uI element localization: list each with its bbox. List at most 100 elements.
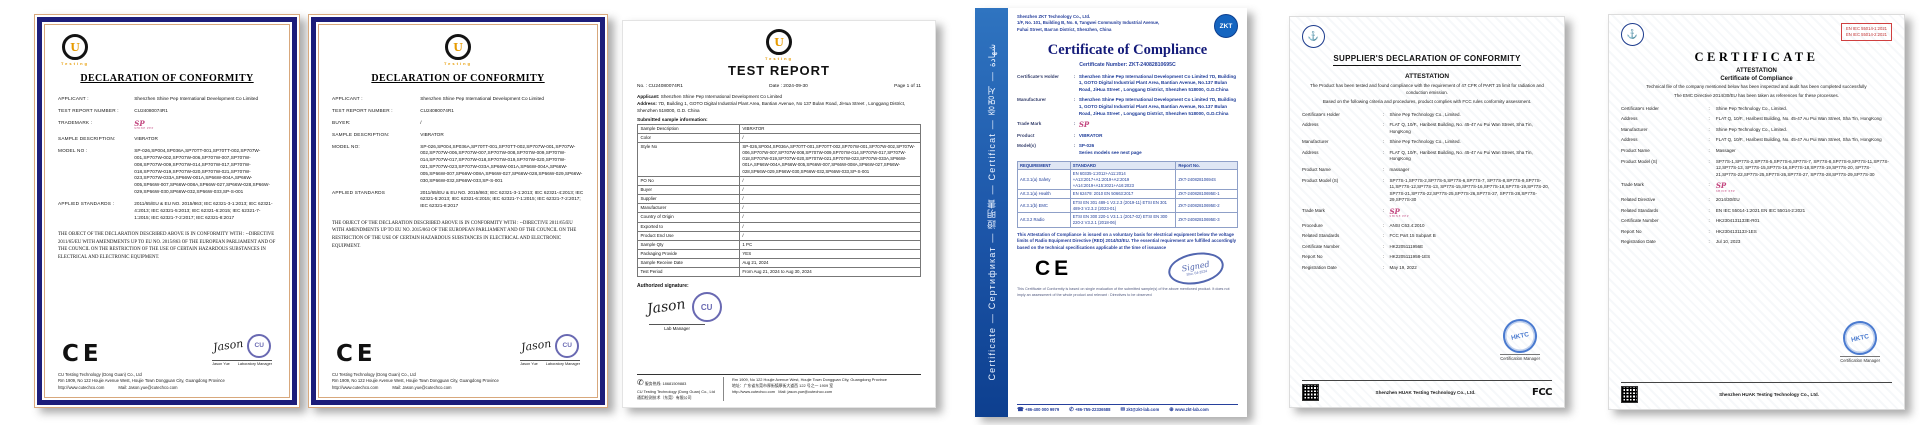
cert1-conformity-statement: THE OBJECT OF THE DECLARATION DESCRIBED …: [58, 232, 276, 261]
cert5-title: SUPPLIER'S DECLARATION OF CONFORMITY: [1333, 54, 1521, 66]
cert6-field-certificate-number: Certificate Number: HK2304131133E-R01: [1621, 218, 1760, 224]
cu-testing-logo-icon: U Testing: [762, 29, 796, 61]
cu-round-stamp-icon: CU: [247, 333, 272, 358]
ce-mark: CE: [336, 341, 377, 368]
cert3-sample-info-table: Sample Description VIBRATOR Color / Style …: [637, 123, 922, 278]
cert2-field-sample-description: SAMPLE DESCRIPTION: VIBRATOR: [332, 131, 444, 137]
table-row: Test Period From Aug 21, 2024 to Aug 30, …: [637, 267, 922, 278]
certificate-2-declaration-of-conformity: U Testing DECLARATION OF CONFORMITY APPL…: [308, 14, 608, 408]
cert3-footer-company-cn: 通用检测技术（东莞）有限公司: [637, 395, 692, 401]
cert2-field-buyer: BUYER: /: [332, 119, 422, 125]
cert5-paragraph-2: Based on the following criteria and proc…: [1322, 98, 1532, 104]
table-row: Sample Qty 1 PC: [637, 239, 922, 251]
cert5-field-product-name: Product Name: massager: [1302, 167, 1410, 172]
table-row: Style No SP-026,SP004,SP036A,SP70TT-001,S…: [637, 141, 922, 177]
cert2-title: DECLARATION OF CONFORMITY: [371, 73, 545, 84]
cert4-field-models: Model(s): SP-026 Series models see next …: [1017, 143, 1142, 156]
cert1-footer-web: http://www.cutechco.com: [58, 384, 105, 390]
multilingual-certificate-sidebar: Certificate — Сертификат — 證明書 — Certifi…: [975, 8, 1008, 417]
cu-round-stamp-icon: CU: [691, 292, 722, 323]
cert6-standards-box: EN IEC 55014-1:2021 EN IEC 55014-2:2021: [1841, 23, 1892, 41]
cert1-outer-frame: U Testing DECLARATION OF CONFORMITY APPL…: [34, 14, 300, 408]
cert2-field-applied-standards: APPLIED STANDARDS 2011/65/EU & EU NO. 20…: [332, 189, 584, 209]
hktc-round-stamp-icon: HKTC: [1499, 315, 1541, 357]
ce-mark: CE: [62, 341, 103, 368]
anchor-icon: ⚓: [1307, 31, 1320, 41]
qr-code-icon: [1621, 386, 1638, 403]
cu-logo-ring-icon: U: [62, 34, 88, 60]
cu-testing-logo-icon: U Testing: [441, 34, 475, 66]
cert6-title: CERTIFICATE: [1694, 50, 1819, 64]
cert3-address-line: Address: 7D, Building 1, GOTO Digital In…: [637, 100, 906, 113]
cert2-field-model-no: MODEL NO: SP-026,SP004,SP036A,SP70TT-001…: [332, 143, 583, 183]
cert3-hotline: 服务热线: 18681509883: [644, 381, 687, 387]
cert6-field-holder: Certificate's Holder: Shine Pep Technolo…: [1621, 105, 1788, 111]
cert3-footer-address-en: Rm 1909, No 122 Houjie Avenue West, Houj…: [731, 377, 887, 383]
cert5-field-address-2: Address: FLAT Q, 10/F., Haribest Buildin…: [1302, 149, 1533, 162]
table-header-row: REQUIREMENT STANDARD Report No.: [1017, 160, 1238, 171]
cert5-certification-manager-label: Certification Manager: [1500, 354, 1540, 361]
cert3-footer-left: ✆ 服务热线: 18681509883 CU Testing Technolog…: [637, 377, 715, 401]
signature-jason: Jason: [646, 296, 687, 319]
cert2-footer-web: http://www.cutechco.com: [332, 384, 379, 390]
cert4-title: Certificate of Compliance: [1047, 42, 1208, 58]
cert2-footer: CU Testing Technology (Dong Guan) Co., L…: [332, 372, 584, 391]
cert2-outer-frame: U Testing DECLARATION OF CONFORMITY APPL…: [308, 14, 608, 408]
cert2-footer-company: CU Testing Technology (Dong Guan) Co., L…: [332, 372, 416, 378]
cert3-applicant-line: Applicant: Shenzhen Shine Pep Internatio…: [637, 94, 783, 99]
table-row: Product End Use /: [637, 230, 922, 241]
cert6-field-product-models: Product Model (S): SP77S-1,SP77S-2,SP77S…: [1621, 158, 1889, 177]
cert5-field-related-standards: Related Standards: FCC Part 15 Subpart B: [1302, 233, 1436, 239]
cert6-field-address-1: Address: FLAT Q, 10/F., Haribest Buildin…: [1621, 116, 1882, 122]
cert5-field-product-models: Product Model (S): SP77S-1,SP77S-2,SP77S…: [1302, 177, 1550, 203]
cert3-footer-mail: Mail: jason.yue@cutechco.com: [778, 389, 833, 394]
cert5-field-holder: Certificate's Holder: Shine Pep Technolo…: [1302, 111, 1461, 117]
fax-icon: ✆: [1069, 407, 1074, 413]
cert5-footer-company: Shenzhen HUAK Testing Technology Co., Lt…: [1375, 390, 1476, 395]
cert1-title: DECLARATION OF CONFORMITY: [80, 73, 254, 84]
cert6-field-related-standards: Related Standards: EN IEC 55014-1:2021 E…: [1621, 207, 1806, 213]
ce-mark: CE: [1035, 256, 1073, 280]
signature-jason: Jason: [520, 337, 552, 355]
certificate-1-declaration-of-conformity: U Testing DECLARATION OF CONFORMITY APPL…: [34, 14, 300, 408]
cu-logo-caption: Testing: [765, 56, 793, 61]
cert1-navy-frame: U Testing DECLARATION OF CONFORMITY APPL…: [37, 17, 297, 405]
cert6-field-related-directive: Related Directive: 2014/30/EU: [1621, 197, 1740, 203]
cert2-signer-title: Laboratory Manager: [545, 362, 580, 367]
mail-icon: ✉: [1120, 407, 1126, 413]
cu-testing-logo-icon: U Testing: [58, 34, 92, 66]
cert6-field-manufacturer: Manufacturer: Shine Pep Technology Co., …: [1621, 126, 1788, 132]
cert3-section-heading: Submitted sample information:: [637, 117, 708, 123]
cert6-footer-company: Shenzhen HUAK Testing Technology Co., Lt…: [1719, 392, 1819, 397]
globe-icon: ⊕: [1169, 407, 1174, 413]
cert5-field-procedure: Procedure: ANSI C63.4:2010: [1302, 222, 1425, 228]
shine-pep-trademark-icon: SP: [1078, 119, 1090, 129]
cert1-footer-mail: Mail: Jason.yue@cutechco.com: [118, 384, 178, 390]
cert5-field-trademark: Trade Mark: SP SHINE PEP: [1302, 208, 1552, 219]
cert2-footer-mail: Mail: Jason.yue@cutechco.com: [392, 384, 452, 390]
cert1-field-applicant: APPLICANT : Shenzhen Shine Pep Internati…: [58, 95, 259, 101]
phone-icon: ✆: [637, 378, 644, 388]
cert6-subtitle: Certificate of Compliance: [1720, 76, 1793, 82]
table-row: Packaging Provide YES: [637, 249, 922, 260]
table-row: Art.3.1(a) Health EN 62479: 2010 EN 50663…: [1017, 189, 1238, 199]
table-row: Buyer /: [637, 184, 922, 196]
cert4-attestation-paragraph: This Attestation of Compliance is issued…: [1017, 231, 1237, 250]
cert2-footer-address: Rm 1909, No 122 Houjie Avenue West, Houj…: [332, 378, 499, 384]
fcc-logo-icon: FCC: [1531, 387, 1553, 398]
cert4-standards-table: REQUIREMENT STANDARD Report No. Art.3.1(…: [1017, 160, 1238, 228]
huak-logo-icon: ⚓: [1302, 25, 1325, 48]
cert3-report-no: No. : CU24080074R1: [637, 84, 683, 89]
cert4-disclaimer: This Certificate of Conformity is based …: [1017, 287, 1230, 297]
phone-icon: ☎: [1017, 407, 1024, 413]
huak-logo-icon: ⚓: [1621, 23, 1644, 46]
cert1-signer-name: Jason Yue: [212, 362, 230, 367]
table-row: Art.3.1(b) EMC ETSI EN 301 489-1 V2.2.3 (…: [1017, 197, 1238, 214]
cert5-field-manufacturer: Manufacturer: Shine Pep Technology Co., …: [1302, 139, 1461, 145]
cu-logo-ring-icon: U: [766, 29, 792, 55]
cert5-field-certificate-number: Certificate Number: HK2205111956E: [1302, 243, 1424, 249]
certificate-4-zkt-certificate-of-compliance: Certificate — Сертификат — 證明書 — Certifi…: [975, 8, 1247, 417]
cert3-footer-company: CU Testing Technology (Dong Guan) Co., L…: [637, 389, 715, 395]
certificate-5-suppliers-declaration-of-conformity: ⚓ SUPPLIER'S DECLARATION OF CONFORMITY A…: [1289, 16, 1565, 408]
cert4-field-manufacturer: Manufacturer: Shenzhen Shine Pep Interna…: [1017, 97, 1237, 116]
